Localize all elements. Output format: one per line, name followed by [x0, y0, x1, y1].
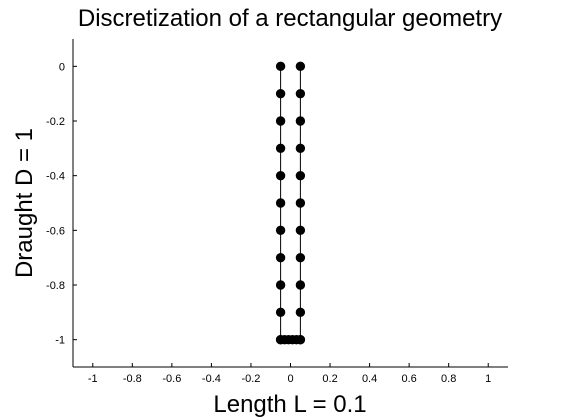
- chart-title: Discretization of a rectangular geometry: [78, 5, 502, 32]
- data-point: [275, 198, 286, 208]
- y-axis-label: Draught D = 1: [11, 128, 38, 278]
- x-tick-label: -0.4: [202, 373, 221, 385]
- x-tick-label: 1: [485, 373, 491, 385]
- data-point: [275, 88, 286, 99]
- data-point: [275, 116, 286, 126]
- x-tick-label: -1: [88, 373, 98, 385]
- data-point: [295, 116, 306, 126]
- x-tick-label: 0.8: [441, 373, 456, 385]
- plot-content: [275, 61, 306, 345]
- ticks: -1 -0.8 -0.6 -0.4 -0.2 0 0.2 0.4 0.6 0.8 1 0 -0.2 -0.…: [46, 61, 491, 385]
- data-point: [295, 88, 306, 99]
- y-tick-label: -0.2: [46, 116, 65, 128]
- x-axis-label: Length L = 0.1: [213, 391, 366, 418]
- data-point: [275, 143, 286, 154]
- data-point: [295, 143, 306, 154]
- data-point: [275, 61, 286, 72]
- y-tick-label: -0.6: [46, 225, 65, 237]
- y-tick-label: -0.4: [46, 171, 65, 183]
- data-point: [275, 225, 286, 236]
- plot-area: [73, 39, 508, 367]
- data-point: [295, 170, 306, 181]
- data-point: [295, 61, 306, 72]
- data-point: [295, 225, 306, 236]
- data-point: [295, 280, 306, 290]
- data-point: [295, 252, 306, 263]
- data-point: [275, 307, 286, 318]
- x-tick-label: 0.6: [401, 373, 416, 385]
- x-tick-label: -0.6: [162, 373, 181, 385]
- x-tick-label: -0.2: [241, 373, 260, 385]
- y-tick-label: 0: [59, 61, 65, 73]
- data-point: [275, 280, 286, 290]
- data-point: [275, 252, 286, 263]
- y-tick-label: -0.8: [46, 280, 65, 292]
- x-tick-label: 0.2: [322, 373, 337, 385]
- y-tick-label: -1: [55, 335, 65, 347]
- data-point: [295, 334, 306, 345]
- x-tick-label: 0: [287, 373, 293, 385]
- data-point: [295, 198, 306, 208]
- x-tick-label: 0.4: [362, 373, 377, 385]
- x-tick-label: -0.8: [123, 373, 142, 385]
- data-point: [275, 170, 286, 181]
- data-point: [295, 307, 306, 318]
